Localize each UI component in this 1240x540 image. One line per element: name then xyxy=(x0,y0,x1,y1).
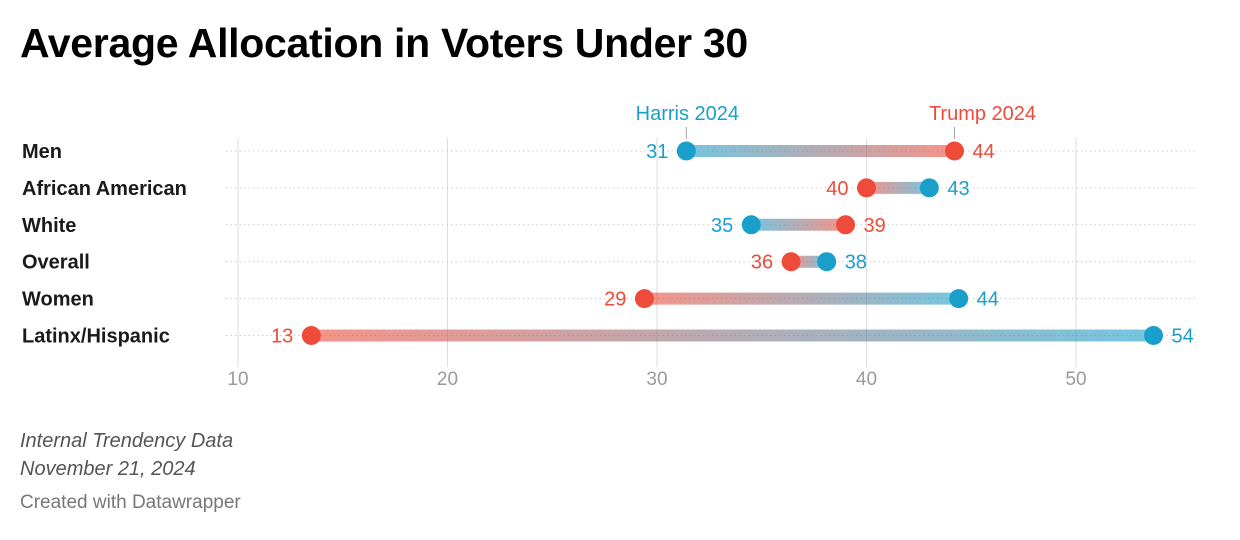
grid-layer xyxy=(226,138,1196,367)
trump-value-label: 29 xyxy=(604,289,626,311)
trump-value-label: 13 xyxy=(271,326,293,348)
trump-dot xyxy=(781,252,801,272)
trump-dot xyxy=(836,215,856,235)
date-line: November 21, 2024 xyxy=(20,458,196,480)
x-tick-label-10: 10 xyxy=(227,369,248,390)
trump-dot xyxy=(634,289,654,309)
harris-dot xyxy=(949,289,969,309)
source-notes: Internal Trendency Data November 21, 202… xyxy=(20,427,233,483)
harris-value-label: 31 xyxy=(646,141,668,163)
harris-value-label: 43 xyxy=(947,178,969,200)
legend-layer: Harris 2024 Trump 2024 xyxy=(636,103,1036,139)
row-white: White 35 39 xyxy=(22,215,886,237)
x-tick-label-50: 50 xyxy=(1065,369,1086,390)
harris-dot xyxy=(817,252,837,272)
trump-value-label: 44 xyxy=(972,141,994,163)
source-line: Internal Trendency Data xyxy=(20,430,234,452)
row-latinx-hispanic: Latinx/Hispanic 54 13 xyxy=(22,326,1194,348)
harris-dot xyxy=(919,178,939,198)
x-tick-label-40: 40 xyxy=(856,369,877,390)
legend-label-trump: Trump 2024 xyxy=(929,103,1036,125)
row-african-american: African American 43 40 xyxy=(22,178,970,200)
x-tick-label-20: 20 xyxy=(437,369,458,390)
chart-title: Average Allocation in Voters Under 30 xyxy=(20,20,748,66)
row-overall: Overall 38 36 xyxy=(22,252,867,274)
row-men: Men 31 44 xyxy=(22,141,995,163)
trump-value-label: 40 xyxy=(826,178,848,200)
harris-dot xyxy=(676,141,696,161)
harris-dot xyxy=(1144,326,1164,345)
harris-value-label: 38 xyxy=(845,252,867,274)
category-label: Men xyxy=(22,141,62,163)
category-label: White xyxy=(22,215,76,237)
category-label: African American xyxy=(22,178,187,200)
harris-value-label: 35 xyxy=(711,215,733,237)
x-axis: 10 20 30 40 50 xyxy=(227,369,1086,390)
trump-value-label: 39 xyxy=(864,215,886,237)
trump-value-label: 36 xyxy=(751,252,773,274)
trump-dot xyxy=(944,141,964,161)
trump-dot xyxy=(857,178,876,198)
rows-layer: Men 31 44 African American 43 40 White 35 39 Over… xyxy=(22,141,1194,348)
category-label: Latinx/Hispanic xyxy=(22,326,170,348)
harris-value-label: 54 xyxy=(1172,326,1194,348)
category-label: Overall xyxy=(22,252,90,274)
harris-value-label: 44 xyxy=(977,289,999,311)
credit-line: Created with Datawrapper xyxy=(20,492,241,513)
trump-dot xyxy=(301,326,321,345)
row-women: Women 44 29 xyxy=(22,289,999,311)
legend-label-harris: Harris 2024 xyxy=(636,103,739,125)
category-label: Women xyxy=(22,289,94,311)
harris-dot xyxy=(741,215,761,235)
x-tick-label-30: 30 xyxy=(646,369,667,390)
